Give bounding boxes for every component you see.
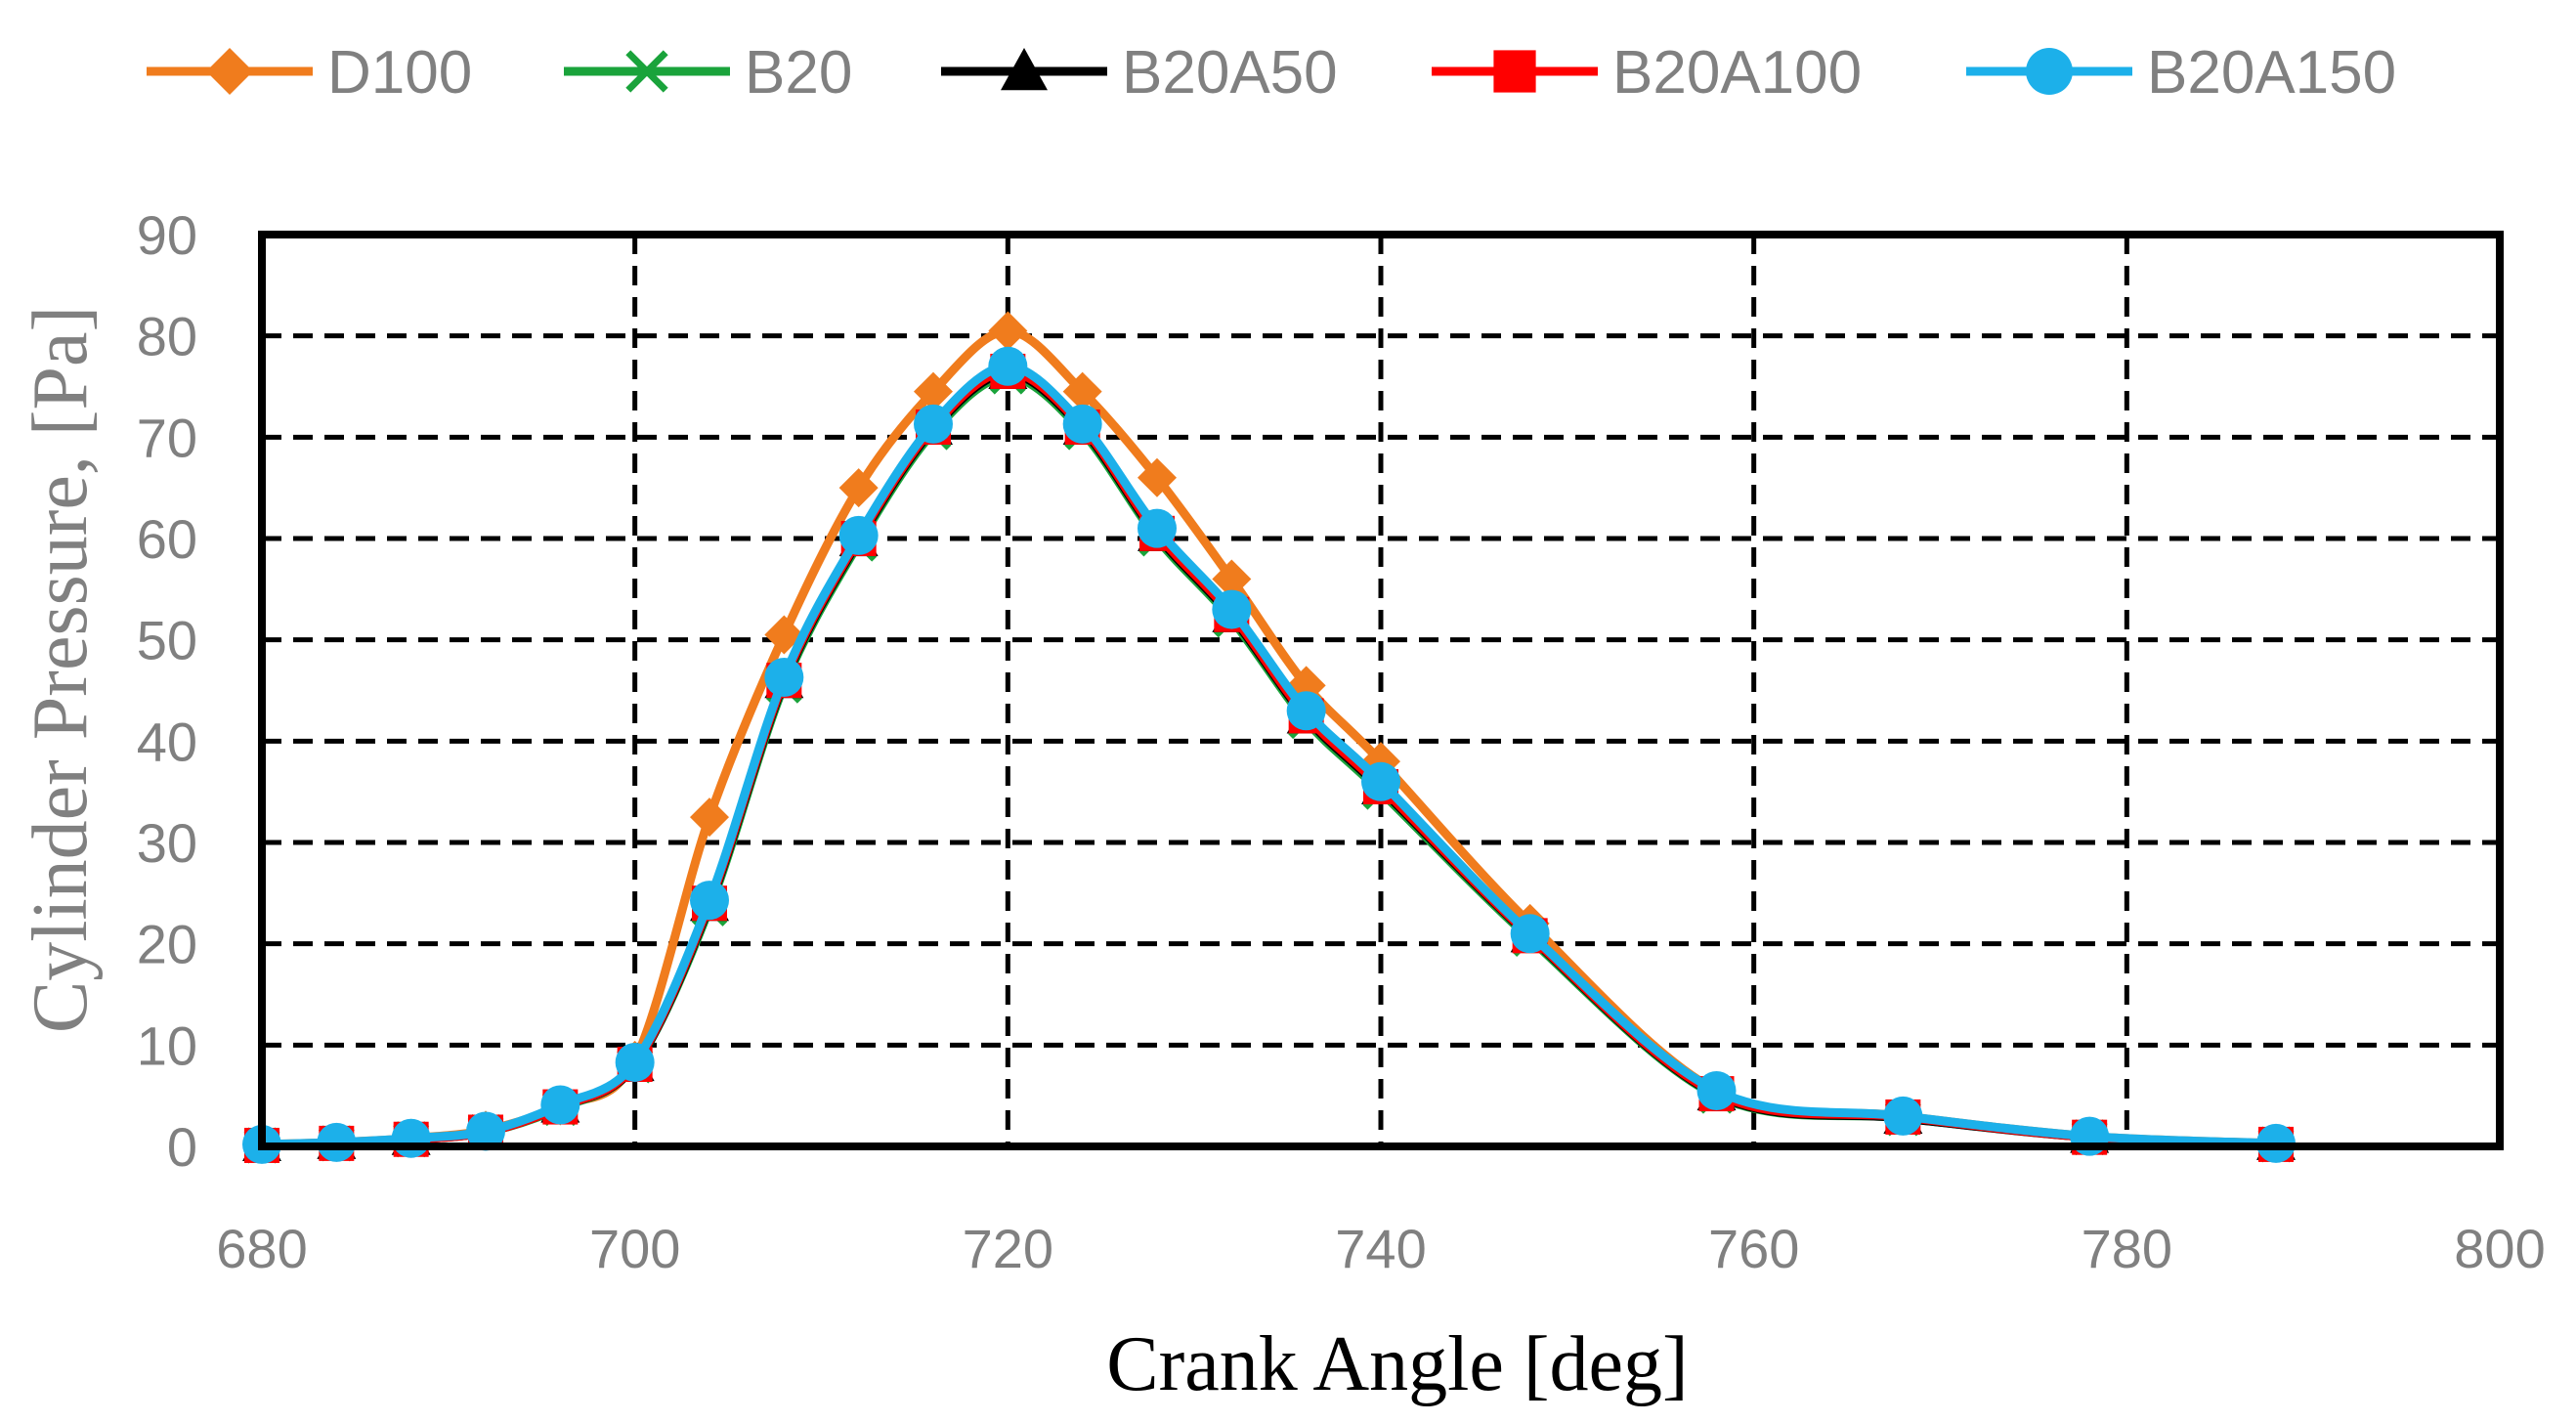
x-tick-label: 700 <box>589 1218 680 1279</box>
series-layer <box>242 311 2296 1164</box>
legend-item-d100: D100 <box>147 39 472 107</box>
data-point-d100 <box>838 468 879 508</box>
legend-marker <box>2026 48 2073 95</box>
data-point-b20a150 <box>764 658 804 698</box>
y-tick-label: 30 <box>137 812 197 874</box>
series-b20a150 <box>242 346 2296 1164</box>
legend: D100 B20 B20A50 B20A100 B20A150 <box>147 39 2396 107</box>
legend-item-b20: B20 <box>564 39 852 107</box>
data-point-b20a150 <box>690 881 729 921</box>
y-tick-label: 60 <box>137 508 197 570</box>
y-tick-label: 0 <box>167 1116 197 1178</box>
legend-marker <box>1001 48 1048 91</box>
data-point-b20a150 <box>615 1042 655 1082</box>
series-line-b20a100 <box>257 367 2281 1150</box>
data-point-d100 <box>988 311 1028 351</box>
data-point-b20a150 <box>540 1085 580 1125</box>
data-point-b20a150 <box>1361 761 1400 801</box>
tick-labels: 0 10 20 30 40 50 60 70 80 90 680 700 720 740 760 780 800 <box>137 204 2546 1279</box>
data-point-b20a150 <box>1062 404 1102 444</box>
legend-item-b20a100: B20A100 <box>1432 39 1862 107</box>
data-point-b20a150 <box>838 515 879 555</box>
legend-marker <box>1493 50 1536 93</box>
data-point-d100 <box>914 371 953 411</box>
series-line-b20a50 <box>257 368 2281 1150</box>
legend-label: D100 <box>327 39 472 107</box>
legend-label: B20A100 <box>1612 39 1862 107</box>
series-b20 <box>243 358 2295 1164</box>
x-tick-label: 760 <box>1708 1218 1799 1279</box>
data-point-b20a150 <box>317 1122 357 1162</box>
data-point-b20a150 <box>1696 1070 1737 1110</box>
y-tick-label: 70 <box>137 407 197 468</box>
legend-label: B20A50 <box>1122 39 1338 107</box>
y-tick-label: 50 <box>137 610 197 671</box>
legend-label: B20A150 <box>2147 39 2396 107</box>
legend-marker <box>206 48 253 95</box>
y-tick-label: 80 <box>137 306 197 367</box>
y-tick-label: 10 <box>137 1014 197 1076</box>
series-line-d100 <box>257 325 2281 1149</box>
data-point-b20a150 <box>1883 1096 1923 1136</box>
series-line-b20 <box>257 371 2281 1150</box>
x-tick-label: 780 <box>2082 1218 2172 1279</box>
plot-border <box>258 231 2504 1150</box>
data-point-b20a150 <box>988 346 1028 386</box>
data-point-d100 <box>1212 559 1252 599</box>
y-tick-label: 40 <box>137 711 197 772</box>
data-point-d100 <box>1062 371 1102 411</box>
legend-marker <box>625 50 668 93</box>
series-b20a50 <box>242 354 2296 1161</box>
y-axis-title: Cylinder Pressure, [Pa] <box>18 306 104 1033</box>
data-point-b20a150 <box>914 404 953 444</box>
legend-item-b20a150: B20A150 <box>1966 39 2396 107</box>
plot-frame <box>258 231 2504 1150</box>
legend-item-b20a50: B20A50 <box>941 39 1338 107</box>
y-tick-label: 90 <box>137 204 197 266</box>
x-tick-label: 720 <box>963 1218 1053 1279</box>
legend-label: B20 <box>745 39 852 107</box>
series-b20a100 <box>244 353 2294 1163</box>
x-axis-title: Crank Angle [deg] <box>1106 1321 1688 1407</box>
grid-lines <box>262 235 2500 1146</box>
series-line-b20a150 <box>257 362 2281 1149</box>
data-point-b20a150 <box>1212 589 1252 629</box>
data-point-b20a150 <box>1510 914 1550 954</box>
data-point-b20a150 <box>1138 508 1177 548</box>
x-tick-label: 680 <box>216 1218 307 1279</box>
y-tick-label: 20 <box>137 914 197 975</box>
data-point-b20a150 <box>391 1118 431 1158</box>
x-tick-label: 740 <box>1335 1218 1426 1279</box>
data-point-d100 <box>1138 457 1177 497</box>
x-tick-label: 800 <box>2454 1218 2545 1279</box>
data-point-b20a150 <box>466 1111 505 1151</box>
data-point-d100 <box>690 798 729 838</box>
data-point-b20a150 <box>1286 691 1326 731</box>
